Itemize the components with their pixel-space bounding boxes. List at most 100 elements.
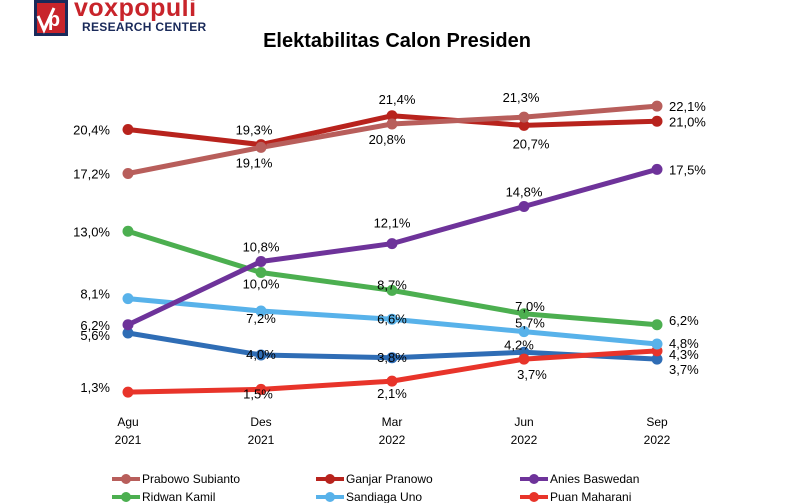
data-label: 10,0%	[243, 277, 280, 292]
data-label: 3,7%	[517, 367, 547, 382]
x-tick-label: 2022	[644, 433, 671, 447]
data-label: 3,7%	[669, 362, 699, 377]
data-label: 20,8%	[369, 132, 406, 147]
x-tick-label: 2021	[115, 433, 142, 447]
data-label: 4,3%	[669, 347, 699, 362]
data-point	[518, 119, 530, 131]
data-label: 20,4%	[73, 123, 110, 138]
data-point	[518, 201, 530, 212]
series-points	[122, 100, 663, 398]
data-label: 6,2%	[669, 313, 699, 328]
x-tick-label: 2021	[248, 433, 275, 447]
data-point	[122, 319, 134, 331]
data-label: 21,4%	[379, 92, 416, 107]
data-point	[122, 327, 134, 339]
data-point	[122, 168, 134, 179]
legend-swatch-dot	[529, 474, 539, 484]
voxpopuli-logo: p voxpopuli RESEARCH CENTER	[30, 0, 230, 40]
data-label: 12,1%	[374, 216, 411, 231]
data-point	[386, 284, 398, 296]
legend-label: Anies Baswedan	[550, 472, 639, 486]
data-label: 7,0%	[515, 299, 545, 314]
data-point	[255, 349, 267, 361]
data-label: 17,2%	[73, 167, 110, 182]
data-label: 4,2%	[504, 337, 534, 352]
legend-label: Ridwan Kamil	[142, 490, 215, 503]
x-tick-label: Agu	[117, 415, 138, 429]
legend-swatch-dot	[325, 474, 335, 484]
data-point	[518, 326, 530, 338]
data-point	[386, 352, 398, 364]
x-tick-label: Sep	[646, 415, 668, 429]
data-point	[386, 118, 398, 130]
legend-item: Prabowo Subianto	[112, 472, 240, 486]
legend-swatch-dot	[121, 474, 131, 484]
data-label: 17,5%	[669, 162, 706, 177]
legend-label: Ganjar Pranowo	[346, 472, 433, 486]
legend-swatch-dot	[121, 492, 131, 502]
data-label: 19,3%	[236, 123, 273, 138]
x-tick-label: 2022	[379, 433, 406, 447]
data-point	[651, 115, 663, 127]
legend-label: Puan Maharani	[550, 490, 631, 503]
data-label: 1,5%	[243, 386, 273, 401]
data-point	[651, 100, 663, 112]
legend-label: Sandiaga Uno	[346, 490, 422, 503]
data-label: 1,3%	[80, 380, 110, 395]
data-point	[255, 383, 267, 395]
data-point	[255, 141, 267, 153]
data-label: 6,6%	[377, 311, 407, 326]
x-tick-label: Mar	[382, 415, 403, 429]
data-point	[386, 375, 398, 387]
data-point	[651, 319, 663, 331]
data-label: 19,1%	[236, 155, 273, 170]
data-point	[122, 293, 134, 305]
data-point	[122, 386, 134, 398]
x-tick-label: Jun	[514, 415, 533, 429]
data-label: 3,8%	[377, 350, 407, 365]
x-tick-label: 2022	[511, 433, 538, 447]
data-point	[651, 338, 663, 350]
data-point	[518, 111, 530, 123]
data-point	[518, 308, 530, 320]
data-label: 22,1%	[669, 99, 706, 114]
data-label: 2,1%	[377, 386, 407, 401]
data-point	[386, 110, 398, 122]
logo-brand-text: voxpopuli	[74, 0, 197, 22]
data-label: 6,2%	[80, 318, 110, 333]
data-point	[255, 256, 267, 267]
legend-swatch-dot	[325, 492, 335, 502]
data-label: 7,2%	[246, 311, 276, 326]
legend-item: Ganjar Pranowo	[316, 472, 433, 486]
data-point	[386, 238, 398, 250]
data-point	[651, 353, 663, 365]
data-label: 20,7%	[513, 136, 550, 151]
legend: Prabowo Subianto Ganjar Pranowo Anies Basw…	[112, 472, 639, 503]
legend-label: Prabowo Subianto	[142, 472, 240, 486]
chart-title: Elektabilitas Calon Presiden	[263, 30, 531, 52]
data-point	[255, 267, 267, 278]
data-label: 5,6%	[80, 328, 110, 343]
x-axis-labels: Agu 2021 Des 2021 Mar 2022 Jun 2022 Sep 2022	[115, 415, 671, 447]
logo-mark-icon: p	[34, 0, 68, 36]
data-label: 8,7%	[377, 277, 407, 292]
data-point	[122, 225, 134, 237]
data-labels: 17,2% 19,1% 20,8% 21,3% 22,1% 20,4% 19,3% 21,4%…	[73, 90, 706, 401]
legend-swatch-dot	[529, 492, 539, 502]
legend-item: Sandiaga Uno	[316, 490, 422, 503]
data-label: 4,0%	[246, 347, 276, 362]
data-point	[122, 124, 134, 135]
data-label: 13,0%	[73, 224, 110, 239]
data-label: 8,1%	[80, 287, 110, 302]
data-point	[386, 313, 398, 325]
logo-subtitle-text: RESEARCH CENTER	[82, 20, 207, 34]
data-label: 21,3%	[503, 90, 540, 105]
data-point	[518, 353, 530, 365]
data-point	[651, 163, 663, 175]
x-tick-label: Des	[250, 415, 271, 429]
legend-item: Anies Baswedan	[520, 472, 639, 486]
data-label: 14,8%	[506, 185, 543, 200]
data-point	[255, 305, 267, 317]
data-label: 4,8%	[669, 336, 699, 351]
